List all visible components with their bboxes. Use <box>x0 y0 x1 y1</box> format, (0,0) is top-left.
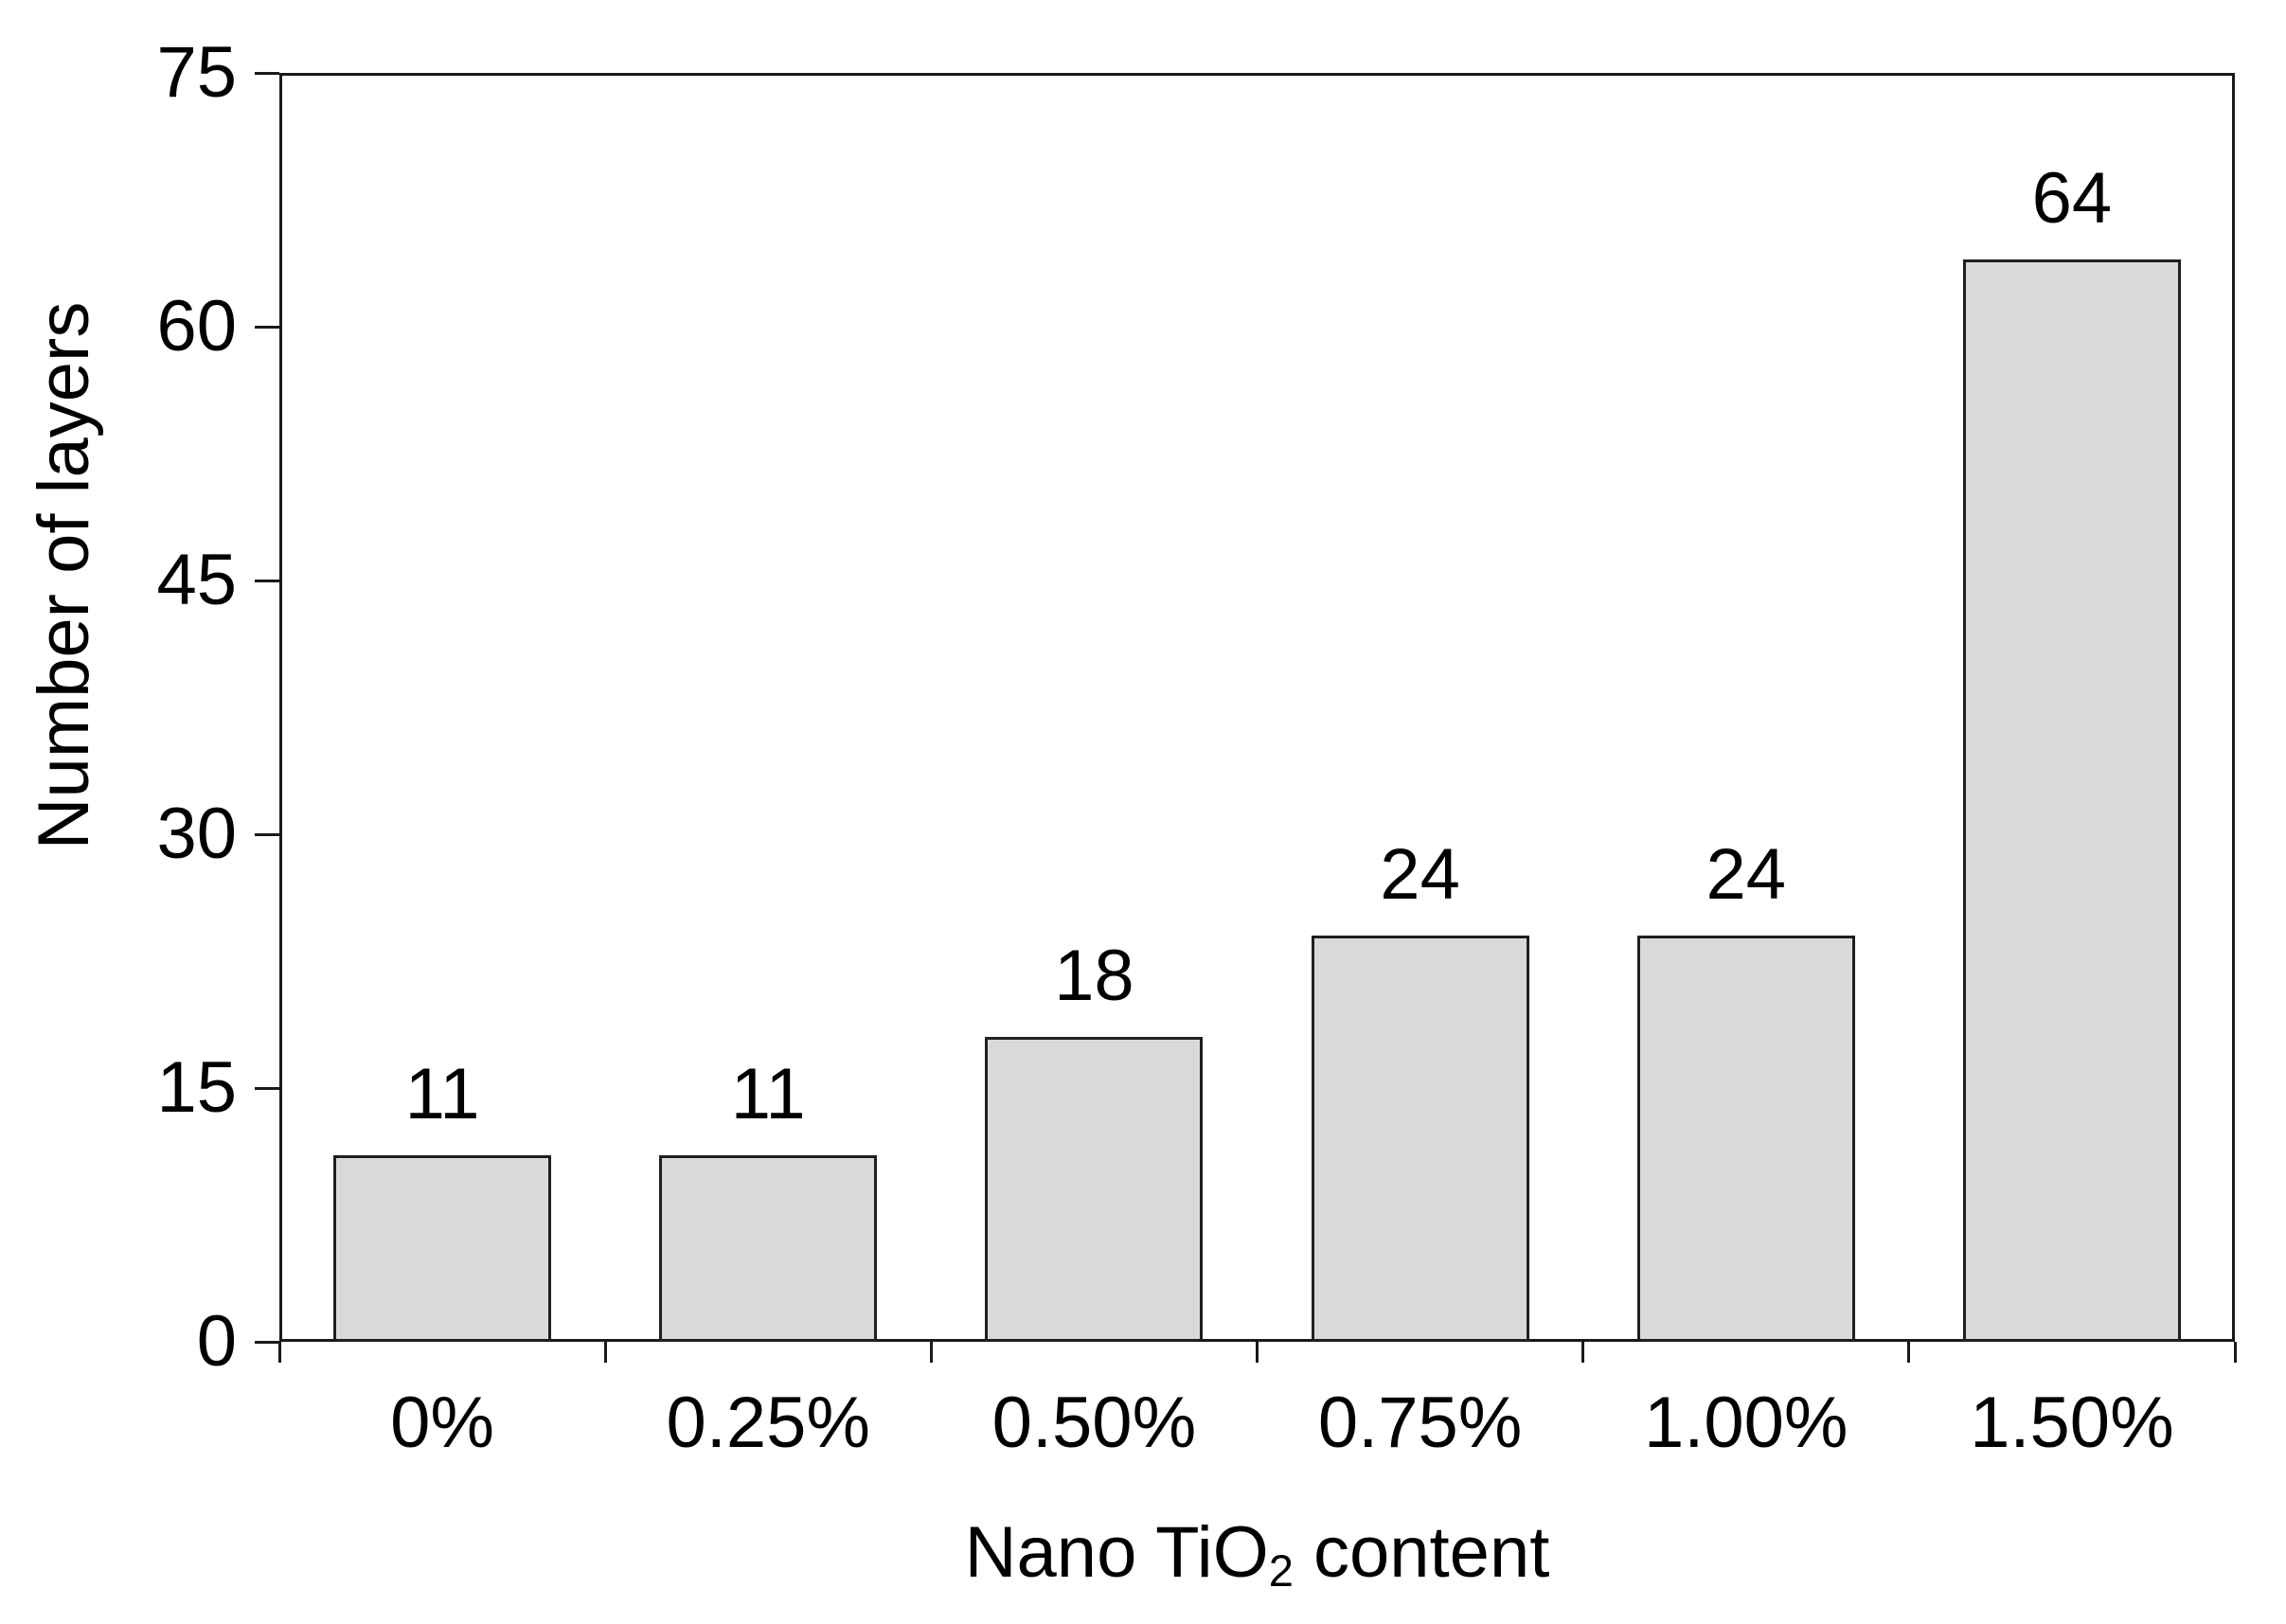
bar-value-label: 18 <box>1054 936 1134 1017</box>
x-tick <box>2233 1342 2237 1363</box>
bar-value-label: 64 <box>2031 157 2113 239</box>
bar <box>1962 259 2181 1342</box>
bar <box>659 1155 878 1342</box>
y-tick <box>255 579 279 582</box>
y-tick-label: 15 <box>156 1047 237 1128</box>
y-tick <box>255 1340 279 1344</box>
bar <box>1636 936 1855 1342</box>
bar-value-label: 24 <box>1706 834 1787 916</box>
x-category-label: 0.75% <box>1317 1383 1523 1463</box>
x-category-label: 0% <box>390 1383 494 1463</box>
x-category-label: 0.50% <box>991 1383 1197 1463</box>
y-tick-label: 75 <box>156 32 237 113</box>
x-tick <box>277 1342 281 1363</box>
x-tick <box>929 1342 933 1363</box>
y-tick-label: 60 <box>156 286 237 366</box>
bar-value-label: 11 <box>730 1054 806 1135</box>
bar-value-label: 11 <box>404 1054 480 1135</box>
x-category-label: 1.00% <box>1643 1383 1848 1463</box>
x-axis-title-text: Nano TiO <box>964 1512 1269 1593</box>
y-axis-title: Number of layers <box>24 301 104 850</box>
x-tick <box>603 1342 607 1363</box>
y-tick-label: 0 <box>196 1301 237 1382</box>
y-tick-label: 30 <box>156 794 237 874</box>
x-tick <box>1907 1342 1911 1363</box>
y-tick <box>255 1086 279 1090</box>
x-axis-title-text-2: content <box>1293 1512 1550 1593</box>
x-category-label: 0.25% <box>666 1383 870 1463</box>
bar <box>333 1155 552 1342</box>
x-category-label: 1.50% <box>1970 1383 2174 1463</box>
y-tick <box>255 832 279 836</box>
y-tick <box>255 325 279 329</box>
x-axis-title: Nano TiO2 content <box>279 1508 2235 1597</box>
x-tick <box>1581 1342 1585 1363</box>
y-tick <box>255 71 279 75</box>
x-tick <box>1256 1342 1259 1363</box>
bar <box>1311 936 1529 1342</box>
bar <box>985 1037 1204 1342</box>
plot-area <box>279 73 2235 1342</box>
bar-value-label: 24 <box>1380 834 1460 916</box>
y-tick-label: 45 <box>156 540 237 620</box>
x-axis-title-subscript: 2 <box>1268 1545 1294 1597</box>
